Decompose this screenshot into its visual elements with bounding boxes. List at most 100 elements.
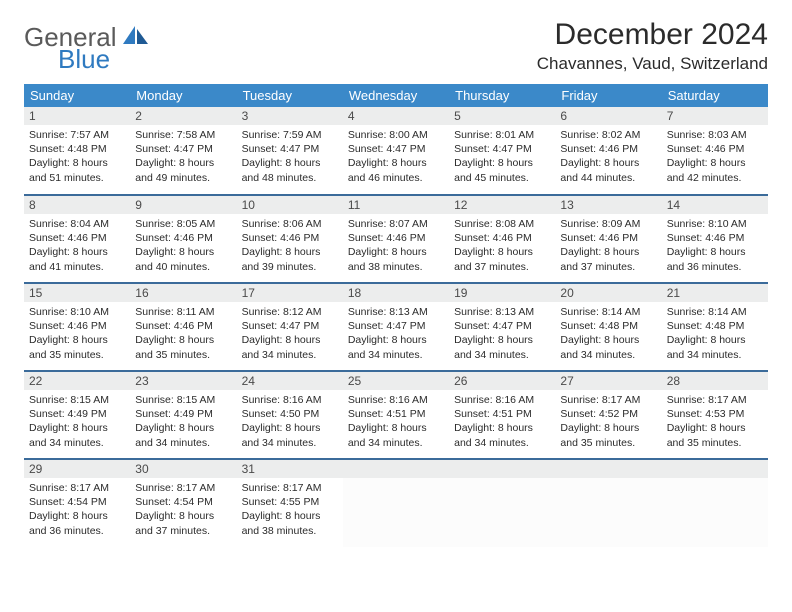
- sunset-line: Sunset: 4:46 PM: [667, 142, 763, 156]
- day-number: 3: [237, 107, 343, 125]
- day-number: 17: [237, 284, 343, 302]
- sunset-line: Sunset: 4:46 PM: [667, 231, 763, 245]
- calendar-cell: 10Sunrise: 8:06 AMSunset: 4:46 PMDayligh…: [237, 195, 343, 283]
- logo: General Blue: [24, 24, 151, 72]
- day-number: 18: [343, 284, 449, 302]
- calendar-cell: 6Sunrise: 8:02 AMSunset: 4:46 PMDaylight…: [555, 107, 661, 195]
- calendar-cell: 18Sunrise: 8:13 AMSunset: 4:47 PMDayligh…: [343, 283, 449, 371]
- calendar-cell: 19Sunrise: 8:13 AMSunset: 4:47 PMDayligh…: [449, 283, 555, 371]
- day-number: 30: [130, 460, 236, 478]
- day-body: Sunrise: 8:09 AMSunset: 4:46 PMDaylight:…: [555, 214, 661, 278]
- sunset-line: Sunset: 4:47 PM: [348, 142, 444, 156]
- calendar-header-row: SundayMondayTuesdayWednesdayThursdayFrid…: [24, 84, 768, 107]
- daylight-line: Daylight: 8 hours and 34 minutes.: [454, 421, 550, 449]
- daylight-line: Daylight: 8 hours and 35 minutes.: [560, 421, 656, 449]
- sunrise-line: Sunrise: 8:16 AM: [242, 393, 338, 407]
- day-number: 12: [449, 196, 555, 214]
- calendar-cell: 12Sunrise: 8:08 AMSunset: 4:46 PMDayligh…: [449, 195, 555, 283]
- day-number: 11: [343, 196, 449, 214]
- day-body: Sunrise: 7:58 AMSunset: 4:47 PMDaylight:…: [130, 125, 236, 189]
- day-body: Sunrise: 8:17 AMSunset: 4:54 PMDaylight:…: [24, 478, 130, 542]
- calendar-cell: 2Sunrise: 7:58 AMSunset: 4:47 PMDaylight…: [130, 107, 236, 195]
- calendar-cell: 24Sunrise: 8:16 AMSunset: 4:50 PMDayligh…: [237, 371, 343, 459]
- sunrise-line: Sunrise: 8:00 AM: [348, 128, 444, 142]
- day-number-empty: [555, 460, 661, 478]
- weekday-header: Friday: [555, 84, 661, 107]
- day-number: 27: [555, 372, 661, 390]
- daylight-line: Daylight: 8 hours and 38 minutes.: [348, 245, 444, 273]
- sunrise-line: Sunrise: 8:05 AM: [135, 217, 231, 231]
- day-body: Sunrise: 8:00 AMSunset: 4:47 PMDaylight:…: [343, 125, 449, 189]
- day-body: Sunrise: 8:10 AMSunset: 4:46 PMDaylight:…: [662, 214, 768, 278]
- sunrise-line: Sunrise: 8:04 AM: [29, 217, 125, 231]
- daylight-line: Daylight: 8 hours and 39 minutes.: [242, 245, 338, 273]
- day-body: Sunrise: 8:17 AMSunset: 4:53 PMDaylight:…: [662, 390, 768, 454]
- day-number: 8: [24, 196, 130, 214]
- sunset-line: Sunset: 4:46 PM: [29, 319, 125, 333]
- day-body: Sunrise: 8:14 AMSunset: 4:48 PMDaylight:…: [555, 302, 661, 366]
- sunset-line: Sunset: 4:46 PM: [454, 231, 550, 245]
- weekday-header: Wednesday: [343, 84, 449, 107]
- day-number: 23: [130, 372, 236, 390]
- sunrise-line: Sunrise: 7:58 AM: [135, 128, 231, 142]
- calendar-cell: 29Sunrise: 8:17 AMSunset: 4:54 PMDayligh…: [24, 459, 130, 547]
- calendar-cell: [555, 459, 661, 547]
- weekday-header: Sunday: [24, 84, 130, 107]
- daylight-line: Daylight: 8 hours and 40 minutes.: [135, 245, 231, 273]
- daylight-line: Daylight: 8 hours and 46 minutes.: [348, 156, 444, 184]
- calendar-cell: 27Sunrise: 8:17 AMSunset: 4:52 PMDayligh…: [555, 371, 661, 459]
- day-number-empty: [662, 460, 768, 478]
- logo-word-blue: Blue: [58, 47, 151, 72]
- sunset-line: Sunset: 4:46 PM: [560, 142, 656, 156]
- location: Chavannes, Vaud, Switzerland: [537, 54, 768, 74]
- calendar-cell: 26Sunrise: 8:16 AMSunset: 4:51 PMDayligh…: [449, 371, 555, 459]
- daylight-line: Daylight: 8 hours and 35 minutes.: [667, 421, 763, 449]
- day-body: Sunrise: 8:17 AMSunset: 4:52 PMDaylight:…: [555, 390, 661, 454]
- day-number: 14: [662, 196, 768, 214]
- calendar-cell: 9Sunrise: 8:05 AMSunset: 4:46 PMDaylight…: [130, 195, 236, 283]
- title-block: December 2024 Chavannes, Vaud, Switzerla…: [537, 18, 768, 74]
- calendar-cell: 16Sunrise: 8:11 AMSunset: 4:46 PMDayligh…: [130, 283, 236, 371]
- calendar-cell: 7Sunrise: 8:03 AMSunset: 4:46 PMDaylight…: [662, 107, 768, 195]
- sunrise-line: Sunrise: 8:03 AM: [667, 128, 763, 142]
- sunset-line: Sunset: 4:46 PM: [348, 231, 444, 245]
- day-body: Sunrise: 8:08 AMSunset: 4:46 PMDaylight:…: [449, 214, 555, 278]
- sunset-line: Sunset: 4:50 PM: [242, 407, 338, 421]
- day-number: 9: [130, 196, 236, 214]
- daylight-line: Daylight: 8 hours and 34 minutes.: [348, 421, 444, 449]
- day-number-empty: [449, 460, 555, 478]
- daylight-line: Daylight: 8 hours and 37 minutes.: [560, 245, 656, 273]
- sunset-line: Sunset: 4:48 PM: [667, 319, 763, 333]
- calendar-cell: 25Sunrise: 8:16 AMSunset: 4:51 PMDayligh…: [343, 371, 449, 459]
- daylight-line: Daylight: 8 hours and 35 minutes.: [29, 333, 125, 361]
- sunrise-line: Sunrise: 8:17 AM: [135, 481, 231, 495]
- day-number: 7: [662, 107, 768, 125]
- sunrise-line: Sunrise: 8:13 AM: [454, 305, 550, 319]
- calendar-cell: 13Sunrise: 8:09 AMSunset: 4:46 PMDayligh…: [555, 195, 661, 283]
- daylight-line: Daylight: 8 hours and 37 minutes.: [135, 509, 231, 537]
- calendar-cell: 31Sunrise: 8:17 AMSunset: 4:55 PMDayligh…: [237, 459, 343, 547]
- day-body: Sunrise: 8:07 AMSunset: 4:46 PMDaylight:…: [343, 214, 449, 278]
- day-number: 19: [449, 284, 555, 302]
- day-number: 15: [24, 284, 130, 302]
- day-body: Sunrise: 8:04 AMSunset: 4:46 PMDaylight:…: [24, 214, 130, 278]
- daylight-line: Daylight: 8 hours and 37 minutes.: [454, 245, 550, 273]
- calendar-cell: [449, 459, 555, 547]
- weekday-header: Saturday: [662, 84, 768, 107]
- day-body: Sunrise: 8:16 AMSunset: 4:50 PMDaylight:…: [237, 390, 343, 454]
- day-body: Sunrise: 8:03 AMSunset: 4:46 PMDaylight:…: [662, 125, 768, 189]
- weekday-header: Tuesday: [237, 84, 343, 107]
- sunrise-line: Sunrise: 8:07 AM: [348, 217, 444, 231]
- day-number: 13: [555, 196, 661, 214]
- sunrise-line: Sunrise: 8:17 AM: [667, 393, 763, 407]
- day-body: Sunrise: 8:16 AMSunset: 4:51 PMDaylight:…: [449, 390, 555, 454]
- calendar-cell: 5Sunrise: 8:01 AMSunset: 4:47 PMDaylight…: [449, 107, 555, 195]
- daylight-line: Daylight: 8 hours and 34 minutes.: [29, 421, 125, 449]
- sunrise-line: Sunrise: 8:08 AM: [454, 217, 550, 231]
- day-body: Sunrise: 8:13 AMSunset: 4:47 PMDaylight:…: [343, 302, 449, 366]
- sunset-line: Sunset: 4:47 PM: [242, 319, 338, 333]
- day-body: Sunrise: 7:57 AMSunset: 4:48 PMDaylight:…: [24, 125, 130, 189]
- sunrise-line: Sunrise: 8:16 AM: [348, 393, 444, 407]
- day-number: 22: [24, 372, 130, 390]
- sunset-line: Sunset: 4:47 PM: [135, 142, 231, 156]
